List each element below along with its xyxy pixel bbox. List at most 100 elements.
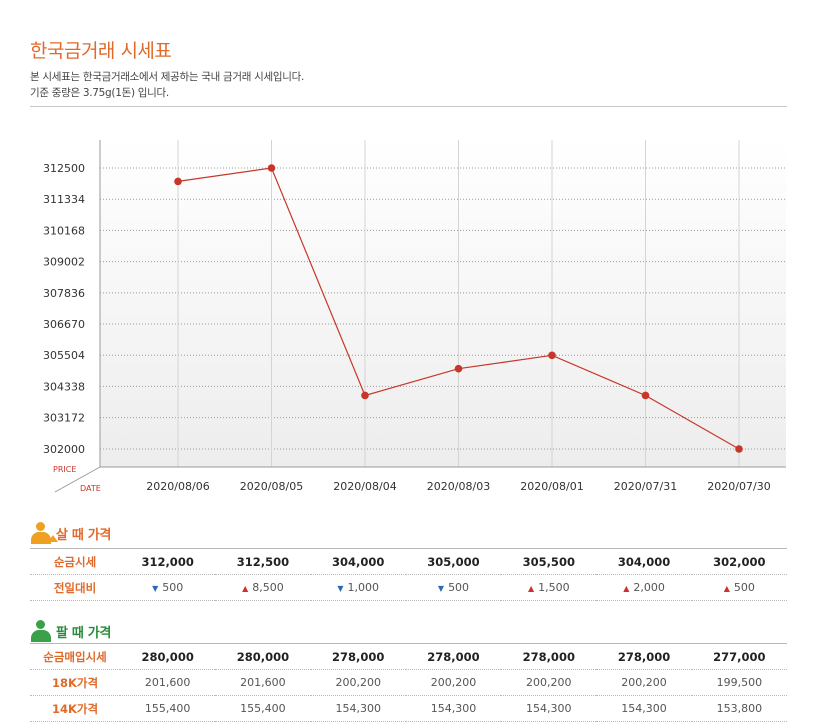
price-cell: 278,000 [405,643,502,670]
price-cell: 200,200 [405,669,502,696]
change-cell: ▼ 500 [120,574,216,601]
price-cell: 312,000 [120,548,216,575]
row-label: 순금매입시세 [30,643,120,670]
triangle-down-icon: ▼ [152,584,159,593]
price-cell: 280,000 [120,643,216,670]
x-tick-label: 2020/08/06 [146,480,209,493]
x-tick-label: 2020/08/01 [520,480,583,493]
price-cell: 201,600 [215,669,311,696]
change-value: 2,000 [633,581,665,594]
price-cell: 154,300 [596,695,692,722]
description-line-1: 본 시세표는 한국금거래소에서 제공하는 국내 금거래 시세입니다. [30,71,304,83]
row-label: 순금시세 [30,548,120,575]
change-cell: ▲ 500 [691,574,787,601]
price-cell: 200,200 [310,669,406,696]
x-tick-label: 2020/08/05 [240,480,303,493]
price-cell: 154,300 [405,695,502,722]
buy-section-header: 살 때 가격 [30,522,111,544]
buy-price-table: 순금시세 312,000 312,500 304,000 305,000 305,500 3… [30,548,787,601]
change-value: 500 [162,581,184,594]
y-tick-label: 305504 [43,349,85,362]
triangle-down-icon: ▼ [337,584,344,593]
price-cell: 302,000 [691,548,787,575]
table-row: 순금매입시세 280,000 280,000 278,000 278,000 278,00… [30,643,787,670]
triangle-up-icon: ▲ [242,584,249,593]
y-tick-label: 302000 [43,443,85,456]
price-cell: 305,500 [501,548,597,575]
price-cell: 155,400 [120,695,216,722]
page-title: 한국금거래 시세표 [30,40,172,62]
price-cell: 280,000 [215,643,311,670]
price-cell: 304,000 [310,548,406,575]
y-axis-title: PRICE [53,465,76,474]
triangle-up-icon: ▲ [623,584,630,593]
price-cell: 312,500 [215,548,311,575]
price-cell: 304,000 [596,548,692,575]
sell-section-header: 팔 때 가격 [30,620,111,642]
row-label: 전일대비 [30,574,120,601]
change-value: 500 [733,581,755,594]
y-tick-label: 311334 [43,193,85,206]
price-cell: 154,300 [501,695,597,722]
price-cell: 200,200 [596,669,692,696]
data-point[interactable] [548,351,556,360]
y-tick-label: 310168 [43,224,85,237]
change-cell: ▼ 500 [405,574,502,601]
triangle-up-icon: ▲ [723,584,730,593]
change-value: 1,500 [538,581,570,594]
price-cell: 278,000 [310,643,406,670]
data-point[interactable] [267,164,276,172]
data-point[interactable] [174,177,182,186]
price-cell: 153,800 [691,695,787,722]
row-label: 18K가격 [30,669,120,696]
sell-person-icon [30,620,52,642]
description-line-2: 기준 중량은 3.75g(1돈) 입니다. [30,87,169,99]
y-tick-label: 309002 [43,256,85,269]
price-cell: 278,000 [596,643,692,670]
sell-price-table: 순금매입시세 280,000 280,000 278,000 278,000 278,00… [30,643,787,722]
y-tick-label: 307836 [43,287,85,300]
x-axis-title: DATE [80,484,101,493]
buy-section-label: 살 때 가격 [56,527,112,543]
change-cell: ▲ 2,000 [596,574,692,601]
price-cell: 154,300 [310,695,406,722]
x-tick-label: 2020/08/04 [333,480,396,493]
x-tick-label: 2020/08/03 [427,480,490,493]
table-row: 18K가격 201,600 201,600 200,200 200,200 200,200… [30,669,787,696]
data-point[interactable] [641,391,650,400]
row-label: 14K가격 [30,695,120,722]
price-line-chart: 312500 311334 310168 309002 307836 306670 3055… [43,140,786,493]
change-value: 500 [448,581,470,594]
price-cell: 155,400 [215,695,311,722]
table-row: 순금시세 312,000 312,500 304,000 305,000 305,500 3… [30,548,787,575]
axis-corner-diagonal [54,466,101,493]
sell-section-label: 팔 때 가격 [56,625,112,641]
price-cell: 305,000 [405,548,502,575]
price-cell: 200,200 [501,669,597,696]
price-cell: 277,000 [691,643,787,670]
y-tick-label: 303172 [43,412,85,425]
data-point[interactable] [735,445,743,453]
x-tick-label: 2020/07/30 [707,480,770,493]
y-tick-label: 312500 [43,162,85,175]
data-point[interactable] [454,364,463,373]
price-cell: 201,600 [120,669,216,696]
table-row: 14K가격 155,400 155,400 154,300 154,300 154,300… [30,695,787,722]
price-cell: 199,500 [691,669,787,696]
plot-area [100,140,786,467]
change-cell: ▲ 1,500 [501,574,597,601]
x-tick-label: 2020/07/31 [614,480,677,493]
y-tick-label: 306670 [43,318,85,331]
y-tick-label: 304338 [43,380,85,393]
buy-person-icon [30,522,58,544]
data-point[interactable] [361,391,369,400]
change-value: 8,500 [252,581,284,594]
triangle-up-icon: ▲ [527,584,535,593]
change-cell: ▼ 1,000 [310,574,406,601]
change-value: 1,000 [347,581,380,594]
price-cell: 278,000 [501,643,597,670]
change-cell: ▲ 8,500 [215,574,311,601]
table-row: 전일대비 ▼ 500 ▲ 8,500 ▼ 1,000 ▼ 500 ▲ 1,500 ▲ 2,000 ▲ 500 [30,574,787,601]
triangle-down-icon: ▼ [437,584,445,593]
header-divider [30,106,787,107]
